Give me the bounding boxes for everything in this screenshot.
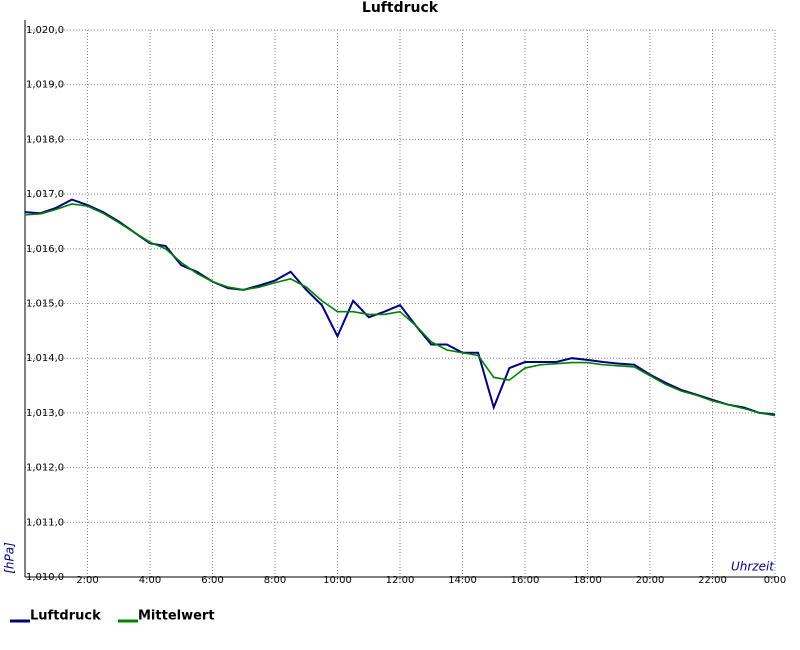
x-axis-label: Uhrzeit (731, 560, 775, 574)
x-tick-label: 20:00 (636, 575, 665, 586)
y-tick-label: 1,014,0 (26, 353, 64, 364)
y-tick-label: 1,011,0 (26, 517, 64, 528)
x-tick-label: 4:00 (139, 575, 161, 586)
x-tick-label: 2:00 (76, 575, 98, 586)
legend-label: Luftdruck (30, 609, 101, 624)
y-tick-label: 1,017,0 (26, 189, 64, 200)
x-tick-label: 6:00 (201, 575, 223, 586)
x-tick-label: 18:00 (573, 575, 602, 586)
x-tick-label: 16:00 (511, 575, 540, 586)
chart-title: Luftdruck (362, 0, 439, 16)
y-tick-label: 1,013,0 (26, 408, 64, 419)
legend-label: Mittelwert (138, 609, 215, 624)
y-tick-label: 1,018,0 (26, 134, 64, 145)
y-tick-label: 1,012,0 (26, 463, 64, 474)
x-tick-label: 0:00 (764, 575, 786, 586)
x-tick-label: 14:00 (448, 575, 477, 586)
y-tick-label: 1,016,0 (26, 244, 64, 255)
x-tick-label: 22:00 (698, 575, 727, 586)
y-tick-label: 1,019,0 (26, 80, 64, 91)
series-line (24, 203, 776, 417)
series-line (24, 198, 776, 416)
y-tick-label: 1,020,0 (26, 25, 64, 36)
y-axis-label: [hPa] (3, 542, 17, 574)
x-tick-label: 12:00 (386, 575, 415, 586)
x-tick-label: 8:00 (264, 575, 286, 586)
y-tick-label: 1,015,0 (26, 299, 64, 310)
x-tick-label: 10:00 (323, 575, 352, 586)
